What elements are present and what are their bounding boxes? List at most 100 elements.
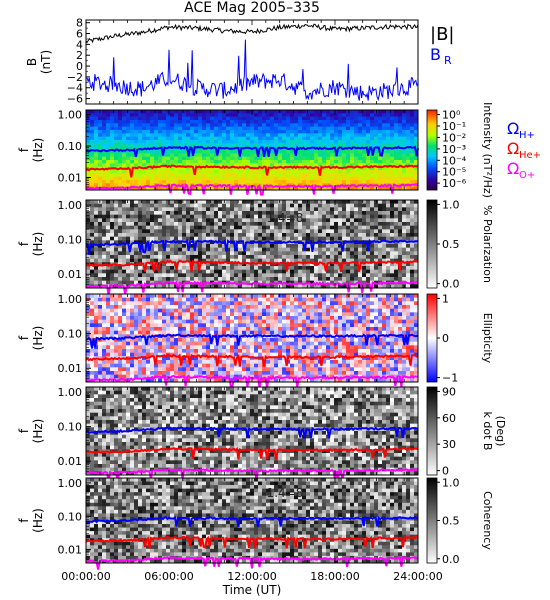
- intensity-cell: [230, 120, 235, 124]
- polarization-cell: [374, 218, 379, 223]
- intensity-cell: [318, 163, 323, 167]
- polarization-cell: [162, 203, 167, 208]
- polarization-cell: [126, 222, 131, 226]
- intensity-cell: [226, 110, 231, 114]
- polarization-cell: [186, 203, 191, 208]
- intensity-cell: [242, 173, 247, 177]
- polarization-cell: [94, 214, 99, 219]
- intensity-cell: [330, 120, 335, 124]
- ellipticity-cell: [266, 294, 271, 298]
- intensity-cell: [330, 156, 335, 161]
- ellipticity-cell: [406, 301, 411, 306]
- ellipticity-cell: [278, 301, 283, 306]
- intensity-cell: [166, 176, 171, 181]
- intensity-cell: [326, 170, 331, 174]
- polarization-cell: [298, 284, 303, 289]
- ellipticity-cell: [170, 323, 175, 328]
- polarization-cell: [162, 229, 167, 234]
- intensity-cell: [322, 116, 327, 121]
- intensity-cell: [302, 163, 307, 167]
- polarization-cell: [314, 229, 319, 234]
- intensity-cell: [234, 120, 239, 124]
- intensity-cell: [310, 120, 315, 124]
- b-ytick-4: 0: [76, 60, 83, 73]
- intensity-cell: [382, 173, 387, 177]
- intensity-cell: [346, 126, 351, 131]
- ellipticity-cell: [398, 316, 403, 320]
- polarization-cell: [162, 251, 167, 256]
- polarization-cell: [370, 233, 375, 237]
- ellipticity-cell: [122, 294, 127, 298]
- ellipticity-cell: [318, 305, 323, 309]
- intensity-cell: [194, 156, 199, 161]
- polarization-cell: [150, 225, 155, 230]
- polarization-cell: [198, 207, 203, 212]
- polarization-cell: [202, 277, 207, 281]
- polarization-cell: [366, 266, 371, 270]
- polarization-cell: [286, 258, 291, 263]
- intensity-cell: [354, 123, 359, 127]
- polarization-cell: [90, 273, 95, 278]
- ellipticity-cell: [94, 319, 99, 324]
- intensity-cell: [282, 136, 287, 141]
- polarization-cell: [310, 277, 315, 281]
- intensity-cell: [298, 163, 303, 167]
- polarization-cell: [402, 262, 407, 267]
- ellipticity-cell: [258, 297, 263, 302]
- intensity-cell: [242, 110, 247, 114]
- polarization-cell: [154, 277, 159, 281]
- intensity-cell: [150, 140, 155, 144]
- intensity-cell: [330, 180, 335, 184]
- intensity-cell: [154, 156, 159, 161]
- intensity-cell: [274, 163, 279, 167]
- polarization-cell: [250, 203, 255, 208]
- polarization-cell: [126, 269, 131, 274]
- intensity-cell: [334, 186, 339, 191]
- intensity-cell: [242, 153, 247, 157]
- polarization-cell: [182, 244, 187, 248]
- intensity-cell: [214, 173, 219, 177]
- intensity-cell: [298, 120, 303, 124]
- intensity-cell: [234, 113, 239, 117]
- intensity-cell: [186, 170, 191, 174]
- polarization-cell: [258, 207, 263, 212]
- ellipticity-cell: [190, 323, 195, 328]
- intensity-cell: [282, 113, 287, 117]
- intensity-cell: [282, 130, 287, 134]
- polarization-cell: [194, 236, 199, 241]
- intensity-cell: [86, 166, 91, 171]
- polarization-cell: [130, 200, 135, 204]
- intensity-cell: [342, 173, 347, 177]
- polarization-cell: [346, 262, 351, 267]
- intensity-cell: [350, 113, 355, 117]
- polarization-cell: [390, 200, 395, 204]
- intensity-cell: [138, 110, 143, 114]
- ellipticity-cell: [214, 323, 219, 328]
- polarization-cell: [346, 280, 351, 285]
- b-magnitude-line: [85, 23, 419, 44]
- intensity-cell: [366, 146, 371, 151]
- intensity-cell: [398, 120, 403, 124]
- polarization-cell: [198, 273, 203, 278]
- ellipticity-cell: [166, 305, 171, 309]
- intensity-cell: [190, 166, 195, 171]
- intensity-cell: [94, 176, 99, 181]
- ellipticity-cell: [122, 323, 127, 328]
- intensity-cell: [134, 140, 139, 144]
- ellipticity-cell: [350, 305, 355, 309]
- polarization-cell: [346, 247, 351, 252]
- intensity-cell: [322, 180, 327, 184]
- polarization-cell: [126, 233, 131, 237]
- ellipticity-cell: [154, 294, 159, 298]
- intensity-cell: [190, 130, 195, 134]
- intensity-cell: [394, 126, 399, 131]
- ellipticity-cell: [166, 294, 171, 298]
- intensity-cell: [114, 140, 119, 144]
- intensity-cell: [146, 123, 151, 127]
- polarization-cell: [86, 207, 91, 212]
- polarization-cell: [322, 207, 327, 212]
- intensity-cell: [402, 150, 407, 154]
- intensity-cell: [254, 163, 259, 167]
- ellipticity-cell: [94, 294, 99, 298]
- intensity-cell: [306, 173, 311, 177]
